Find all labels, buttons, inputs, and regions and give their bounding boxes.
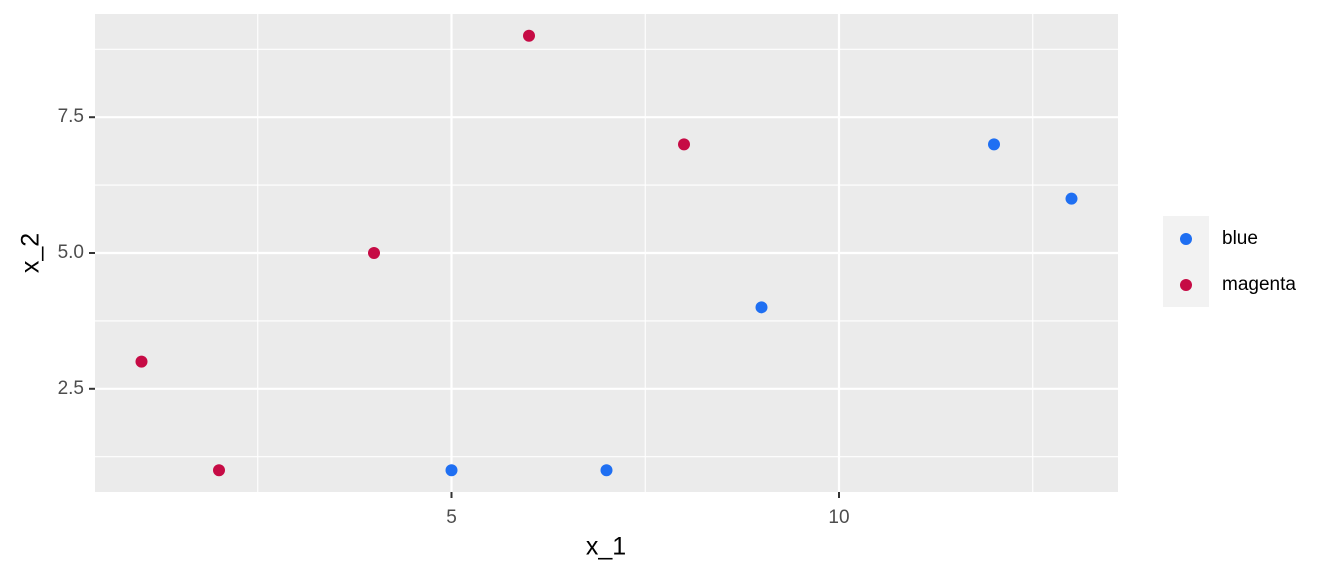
legend-label: magenta — [1222, 274, 1296, 295]
point — [755, 301, 768, 314]
point — [445, 464, 458, 477]
y-tick-label: 7.5 — [58, 106, 84, 127]
y-tick-label: 5.0 — [58, 242, 84, 263]
y-tick-label: 2.5 — [58, 378, 84, 399]
x-axis-title: x_1 — [586, 533, 626, 561]
x-tick-label: 10 — [828, 507, 849, 528]
legend-key — [1180, 279, 1192, 291]
y-axis-title: x_2 — [17, 233, 45, 273]
point — [368, 247, 380, 259]
legend-label: blue — [1222, 228, 1258, 249]
point — [1065, 192, 1078, 205]
point — [678, 138, 690, 151]
legend-key — [1180, 233, 1192, 245]
point — [988, 138, 1000, 151]
point — [213, 464, 225, 477]
point — [135, 355, 148, 368]
point — [523, 29, 535, 42]
legend-keys — [1163, 216, 1209, 307]
point — [600, 464, 613, 477]
x-tick-label: 5 — [446, 507, 457, 528]
